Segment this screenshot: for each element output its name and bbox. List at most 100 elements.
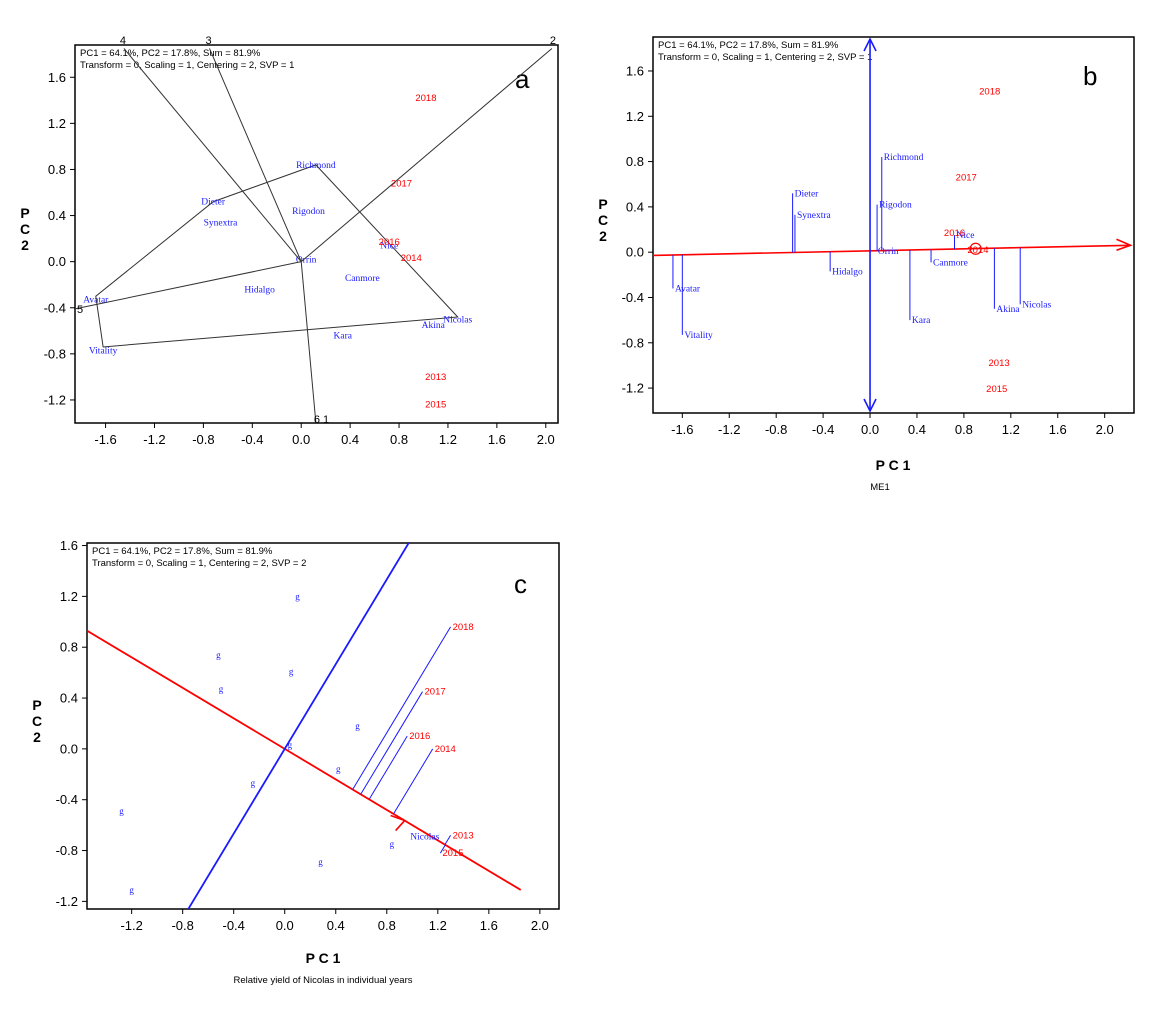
y-axis-title-letter: P bbox=[20, 205, 29, 221]
genotype-marker: g bbox=[119, 806, 124, 816]
plot-frame bbox=[86, 542, 560, 910]
x-tick-label: -0.8 bbox=[192, 432, 214, 447]
y-tick-label: -1.2 bbox=[56, 894, 78, 909]
aec-ordinate-arrow-bottom bbox=[863, 398, 877, 413]
y-axis-title-letter: P bbox=[32, 697, 41, 713]
genotype-marker: g bbox=[390, 839, 395, 849]
x-tick-label: 1.6 bbox=[1049, 422, 1067, 437]
genotype-marker: g bbox=[216, 650, 221, 660]
y-tick-label: 0.4 bbox=[48, 208, 66, 223]
environment-label: 2013 bbox=[989, 358, 1010, 369]
y-tick-label: -0.4 bbox=[56, 792, 78, 807]
genotype-label: Nice bbox=[380, 242, 398, 252]
y-tick-label: 1.2 bbox=[626, 109, 644, 124]
environment-label: 2016 bbox=[944, 228, 965, 239]
genotype-marker: g bbox=[295, 591, 300, 601]
x-tick-label: 2.0 bbox=[1096, 422, 1114, 437]
genotype-label: Kara bbox=[912, 316, 931, 326]
panel-letter: c bbox=[514, 569, 527, 599]
plot-frame bbox=[74, 44, 559, 424]
x-tick-label: -1.6 bbox=[671, 422, 693, 437]
transform-info: Transform = 0, Scaling = 1, Centering = … bbox=[80, 60, 294, 71]
aec-arrow-head bbox=[1116, 238, 1133, 252]
polygon-ray bbox=[300, 48, 553, 263]
x-tick-label: 1.2 bbox=[429, 918, 447, 933]
polygon-ray bbox=[74, 261, 302, 310]
environment-projection bbox=[439, 844, 446, 854]
genotype-label: Vitality bbox=[89, 346, 118, 356]
environment-projection bbox=[368, 735, 408, 800]
environment-projection bbox=[352, 626, 451, 790]
environment-label: 2018 bbox=[979, 86, 1000, 97]
x-tick-label: 1.6 bbox=[480, 918, 498, 933]
panel-a: -1.6 -1.2 -0.8 -0.4 0.0 0.4 0.8 1.2 1.6 2.0 -1.2 -0… bbox=[20, 35, 559, 447]
environment-label: 2014 bbox=[401, 253, 422, 264]
environment-label: 2013 bbox=[453, 830, 474, 841]
genotype-label: Synextra bbox=[797, 211, 832, 221]
environment-label: 2015 bbox=[442, 848, 463, 859]
y-tick-label: 0.0 bbox=[48, 254, 66, 269]
y-axis-title-letter: C bbox=[32, 713, 42, 729]
genotype-label: Akina bbox=[996, 305, 1020, 315]
examined-genotype-label: Nicolas bbox=[410, 833, 439, 843]
x-tick-label: -0.4 bbox=[222, 918, 244, 933]
y-axis-title-letter: 2 bbox=[21, 237, 29, 253]
x-tick-label: -1.2 bbox=[143, 432, 165, 447]
environment-label: 2017 bbox=[956, 172, 977, 183]
x-tick-label: 2.0 bbox=[531, 918, 549, 933]
y-tick-label: -1.2 bbox=[44, 392, 66, 407]
y-tick-label: 1.6 bbox=[60, 538, 78, 553]
genotype-label: Dieter bbox=[795, 189, 820, 199]
panel-b: -1.6 -1.2 -0.8 -0.4 0.0 0.4 0.8 1.2 1.6 2.0 -1.2 -0… bbox=[598, 36, 1135, 493]
genotype-label: Akina bbox=[422, 321, 446, 331]
environment-label: 2018 bbox=[453, 622, 474, 633]
y-tick-label: 0.8 bbox=[48, 162, 66, 177]
genotype-marker: g bbox=[251, 778, 256, 788]
genotype-marker: g bbox=[289, 666, 294, 676]
x-tick-label: -0.8 bbox=[171, 918, 193, 933]
polygon-ray bbox=[123, 48, 302, 262]
pc-variance-info: PC1 = 64.1%, PC2 = 17.8%, Sum = 81.9% bbox=[658, 40, 839, 51]
environment-label: 2014 bbox=[435, 744, 456, 755]
genotype-axis-line bbox=[87, 629, 522, 891]
figure-caption: Relative yield of Nicolas in individual … bbox=[233, 975, 412, 986]
mean-environment-circle bbox=[969, 242, 982, 255]
y-tick-label: 1.6 bbox=[626, 63, 644, 78]
x-tick-label: 2.0 bbox=[537, 432, 555, 447]
ray-sector-label: 4 bbox=[120, 35, 126, 47]
pc-variance-info: PC1 = 64.1%, PC2 = 17.8%, Sum = 81.9% bbox=[92, 546, 273, 557]
panel-letter: a bbox=[515, 64, 530, 94]
environment-projection bbox=[444, 835, 451, 845]
perpendicular-axis-line bbox=[187, 543, 410, 909]
plot-area: g g g g g g g g g g g g Nicolas 2018 2017 2016 2014 2013 2… bbox=[87, 543, 522, 909]
genotype-label: Synextra bbox=[204, 218, 239, 228]
genotype-label: Nicolas bbox=[443, 315, 472, 325]
genotype-marker: g bbox=[336, 764, 341, 774]
genotype-label: Avatar bbox=[675, 284, 701, 294]
environment-projection bbox=[360, 691, 423, 795]
x-axis-title: P C 1 bbox=[876, 457, 911, 473]
panel-letter: b bbox=[1083, 61, 1097, 91]
genotype-label: Hidalgo bbox=[832, 267, 863, 277]
x-tick-label: 0.8 bbox=[378, 918, 396, 933]
y-tick-label: 1.2 bbox=[48, 116, 66, 131]
x-tick-label: 0.8 bbox=[390, 432, 408, 447]
y-axis-title-letter: 2 bbox=[599, 228, 607, 244]
x-tick-label: -1.2 bbox=[120, 918, 142, 933]
ray-sector-label: 6 1 bbox=[314, 414, 329, 426]
y-tick-label: 0.4 bbox=[60, 691, 78, 706]
x-tick-label: 0.0 bbox=[292, 432, 310, 447]
genotype-marker: g bbox=[129, 885, 134, 895]
environment-label: 2014 bbox=[967, 245, 988, 256]
polygon-ray bbox=[209, 48, 302, 262]
genotype-label: Canmore bbox=[933, 258, 968, 268]
pc-variance-info: PC1 = 64.1%, PC2 = 17.8%, Sum = 81.9% bbox=[80, 48, 261, 59]
x-tick-label: 0.4 bbox=[327, 918, 345, 933]
panel-c: -1.2 -0.8 -0.4 0.0 0.4 0.8 1.2 1.6 2.0 -1.2 -0.8 -0… bbox=[32, 538, 560, 986]
x-tick-label: 1.2 bbox=[439, 432, 457, 447]
environment-label: 2016 bbox=[409, 731, 430, 742]
y-tick-label: -1.2 bbox=[622, 381, 644, 396]
y-tick-label: 0.0 bbox=[626, 245, 644, 260]
y-tick-label: -0.8 bbox=[44, 346, 66, 361]
genotype-label: Rigodon bbox=[292, 207, 325, 217]
